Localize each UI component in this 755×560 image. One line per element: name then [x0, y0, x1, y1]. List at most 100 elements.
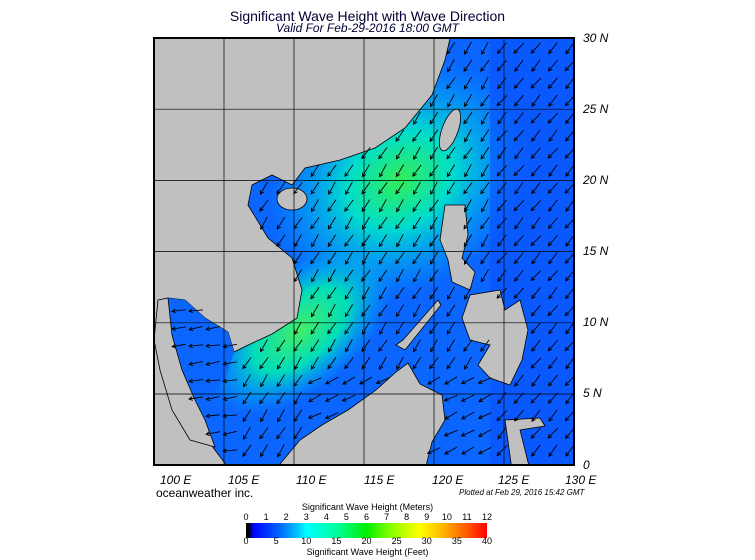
wave-direction-arrow	[324, 394, 339, 402]
wave-direction-arrow	[548, 409, 558, 422]
wave-direction-arrow	[222, 413, 238, 419]
wave-direction-arrow	[379, 356, 387, 370]
wave-direction-arrow	[259, 199, 269, 212]
wave-direction-arrow	[260, 216, 268, 231]
wave-direction-arrow	[447, 59, 455, 73]
wave-direction-arrow	[310, 287, 320, 300]
wave-direction-arrow	[205, 378, 221, 384]
wave-direction-arrow	[222, 448, 238, 454]
wave-direction-arrow	[497, 234, 507, 247]
wave-direction-arrow	[531, 409, 541, 422]
wave-direction-arrow	[413, 339, 421, 353]
wave-direction-arrow	[481, 41, 489, 55]
wave-direction-arrow	[443, 394, 458, 402]
wave-direction-arrow	[311, 234, 319, 248]
wave-direction-arrow	[324, 376, 339, 385]
gulf-thailand-cut	[168, 298, 234, 400]
wave-direction-arrow	[481, 111, 489, 125]
wave-direction-arrow	[480, 217, 490, 230]
wave-direction-arrow	[259, 427, 269, 440]
wave-direction-arrow	[514, 94, 524, 107]
wave-direction-arrow	[547, 374, 558, 387]
wave-direction-arrow	[513, 77, 524, 89]
wave-direction-arrow	[188, 378, 203, 384]
wave-direction-arrow	[497, 182, 507, 195]
wave-direction-arrow	[242, 444, 252, 457]
wave-direction-arrow	[514, 112, 524, 125]
wave-direction-arrow	[564, 427, 574, 440]
lon-label: 105 E	[228, 473, 260, 487]
wave-direction-arrow	[530, 427, 542, 439]
wave-direction-arrow	[547, 305, 559, 317]
lat-label: 15 N	[583, 244, 609, 258]
wave-direction-arrow	[461, 446, 475, 455]
lat-label: 0	[583, 458, 590, 472]
wave-direction-arrow	[531, 182, 541, 195]
wave-direction-arrow	[547, 392, 558, 404]
wave-direction-arrow	[395, 286, 405, 300]
wave-direction-arrow	[547, 77, 558, 90]
wave-direction-arrow	[548, 42, 558, 55]
meters-tick: 7	[384, 512, 390, 522]
wave-direction-arrow	[395, 321, 405, 335]
wave-direction-arrow	[345, 181, 353, 195]
wave-direction-arrow	[222, 396, 237, 402]
wave-direction-arrow	[464, 286, 472, 300]
wave-direction-arrow	[463, 76, 473, 90]
wave-direction-arrow	[565, 234, 574, 247]
colorbar-meters-label: Significant Wave Height (Meters)	[301, 502, 434, 512]
meters-tick: 1	[263, 512, 269, 522]
wave-direction-arrow	[530, 304, 541, 317]
wave-direction-arrow	[328, 304, 336, 318]
meters-tick: 8	[404, 512, 410, 522]
wave-direction-arrow	[188, 308, 204, 314]
wave-direction-arrow	[481, 76, 489, 91]
feet-tick: 0	[243, 536, 249, 546]
wave-direction-arrow	[327, 251, 337, 265]
wave-direction-arrow	[259, 357, 269, 370]
wave-direction-arrow	[463, 147, 473, 160]
wave-direction-arrow	[188, 343, 204, 349]
wave-direction-arrow	[328, 339, 336, 353]
wave-direction-arrow	[205, 431, 220, 436]
lon-label: 115 E	[364, 473, 395, 487]
wave-direction-arrow	[242, 409, 252, 423]
wave-direction-arrow	[276, 339, 286, 353]
feet-tick: 35	[451, 536, 462, 546]
wave-direction-arrow	[307, 412, 322, 420]
wave-direction-arrow	[531, 287, 541, 300]
visayas-mindanao	[461, 289, 529, 386]
wave-direction-arrow	[565, 357, 574, 370]
wave-direction-arrow	[513, 392, 524, 404]
wave-direction-arrow	[461, 411, 475, 420]
wave-direction-arrow	[447, 94, 455, 108]
wave-direction-arrow	[548, 287, 558, 300]
wave-direction-arrows	[171, 41, 574, 458]
meters-tick: 5	[343, 512, 349, 522]
wave-direction-arrow	[548, 444, 558, 458]
meters-tick: 4	[323, 512, 329, 522]
wave-direction-arrow	[463, 251, 472, 265]
wave-direction-arrow	[496, 130, 508, 142]
wave-direction-arrow	[444, 411, 458, 420]
wave-direction-arrow	[513, 42, 525, 54]
wave-direction-arrow	[548, 357, 558, 370]
wave-direction-arrow	[311, 356, 319, 370]
wave-band-south	[207, 245, 393, 415]
wave-direction-arrow	[496, 217, 507, 229]
wave-direction-arrow	[446, 356, 456, 370]
wave-direction-arrow	[276, 356, 286, 370]
feet-tick: 25	[391, 536, 402, 546]
wave-direction-arrow	[412, 199, 422, 213]
wave-direction-arrow	[565, 42, 574, 55]
wave-direction-arrow	[205, 360, 220, 367]
wave-direction-arrow	[530, 164, 541, 177]
lon-label: 120 E	[432, 473, 464, 487]
wave-direction-arrow	[396, 234, 404, 248]
feet-tick: 30	[421, 536, 432, 546]
wave-direction-arrow	[413, 269, 421, 283]
wave-direction-arrow	[444, 376, 458, 385]
wave-direction-arrow	[413, 304, 421, 318]
meters-tick: 2	[283, 512, 289, 522]
wave-direction-arrow	[328, 269, 336, 283]
